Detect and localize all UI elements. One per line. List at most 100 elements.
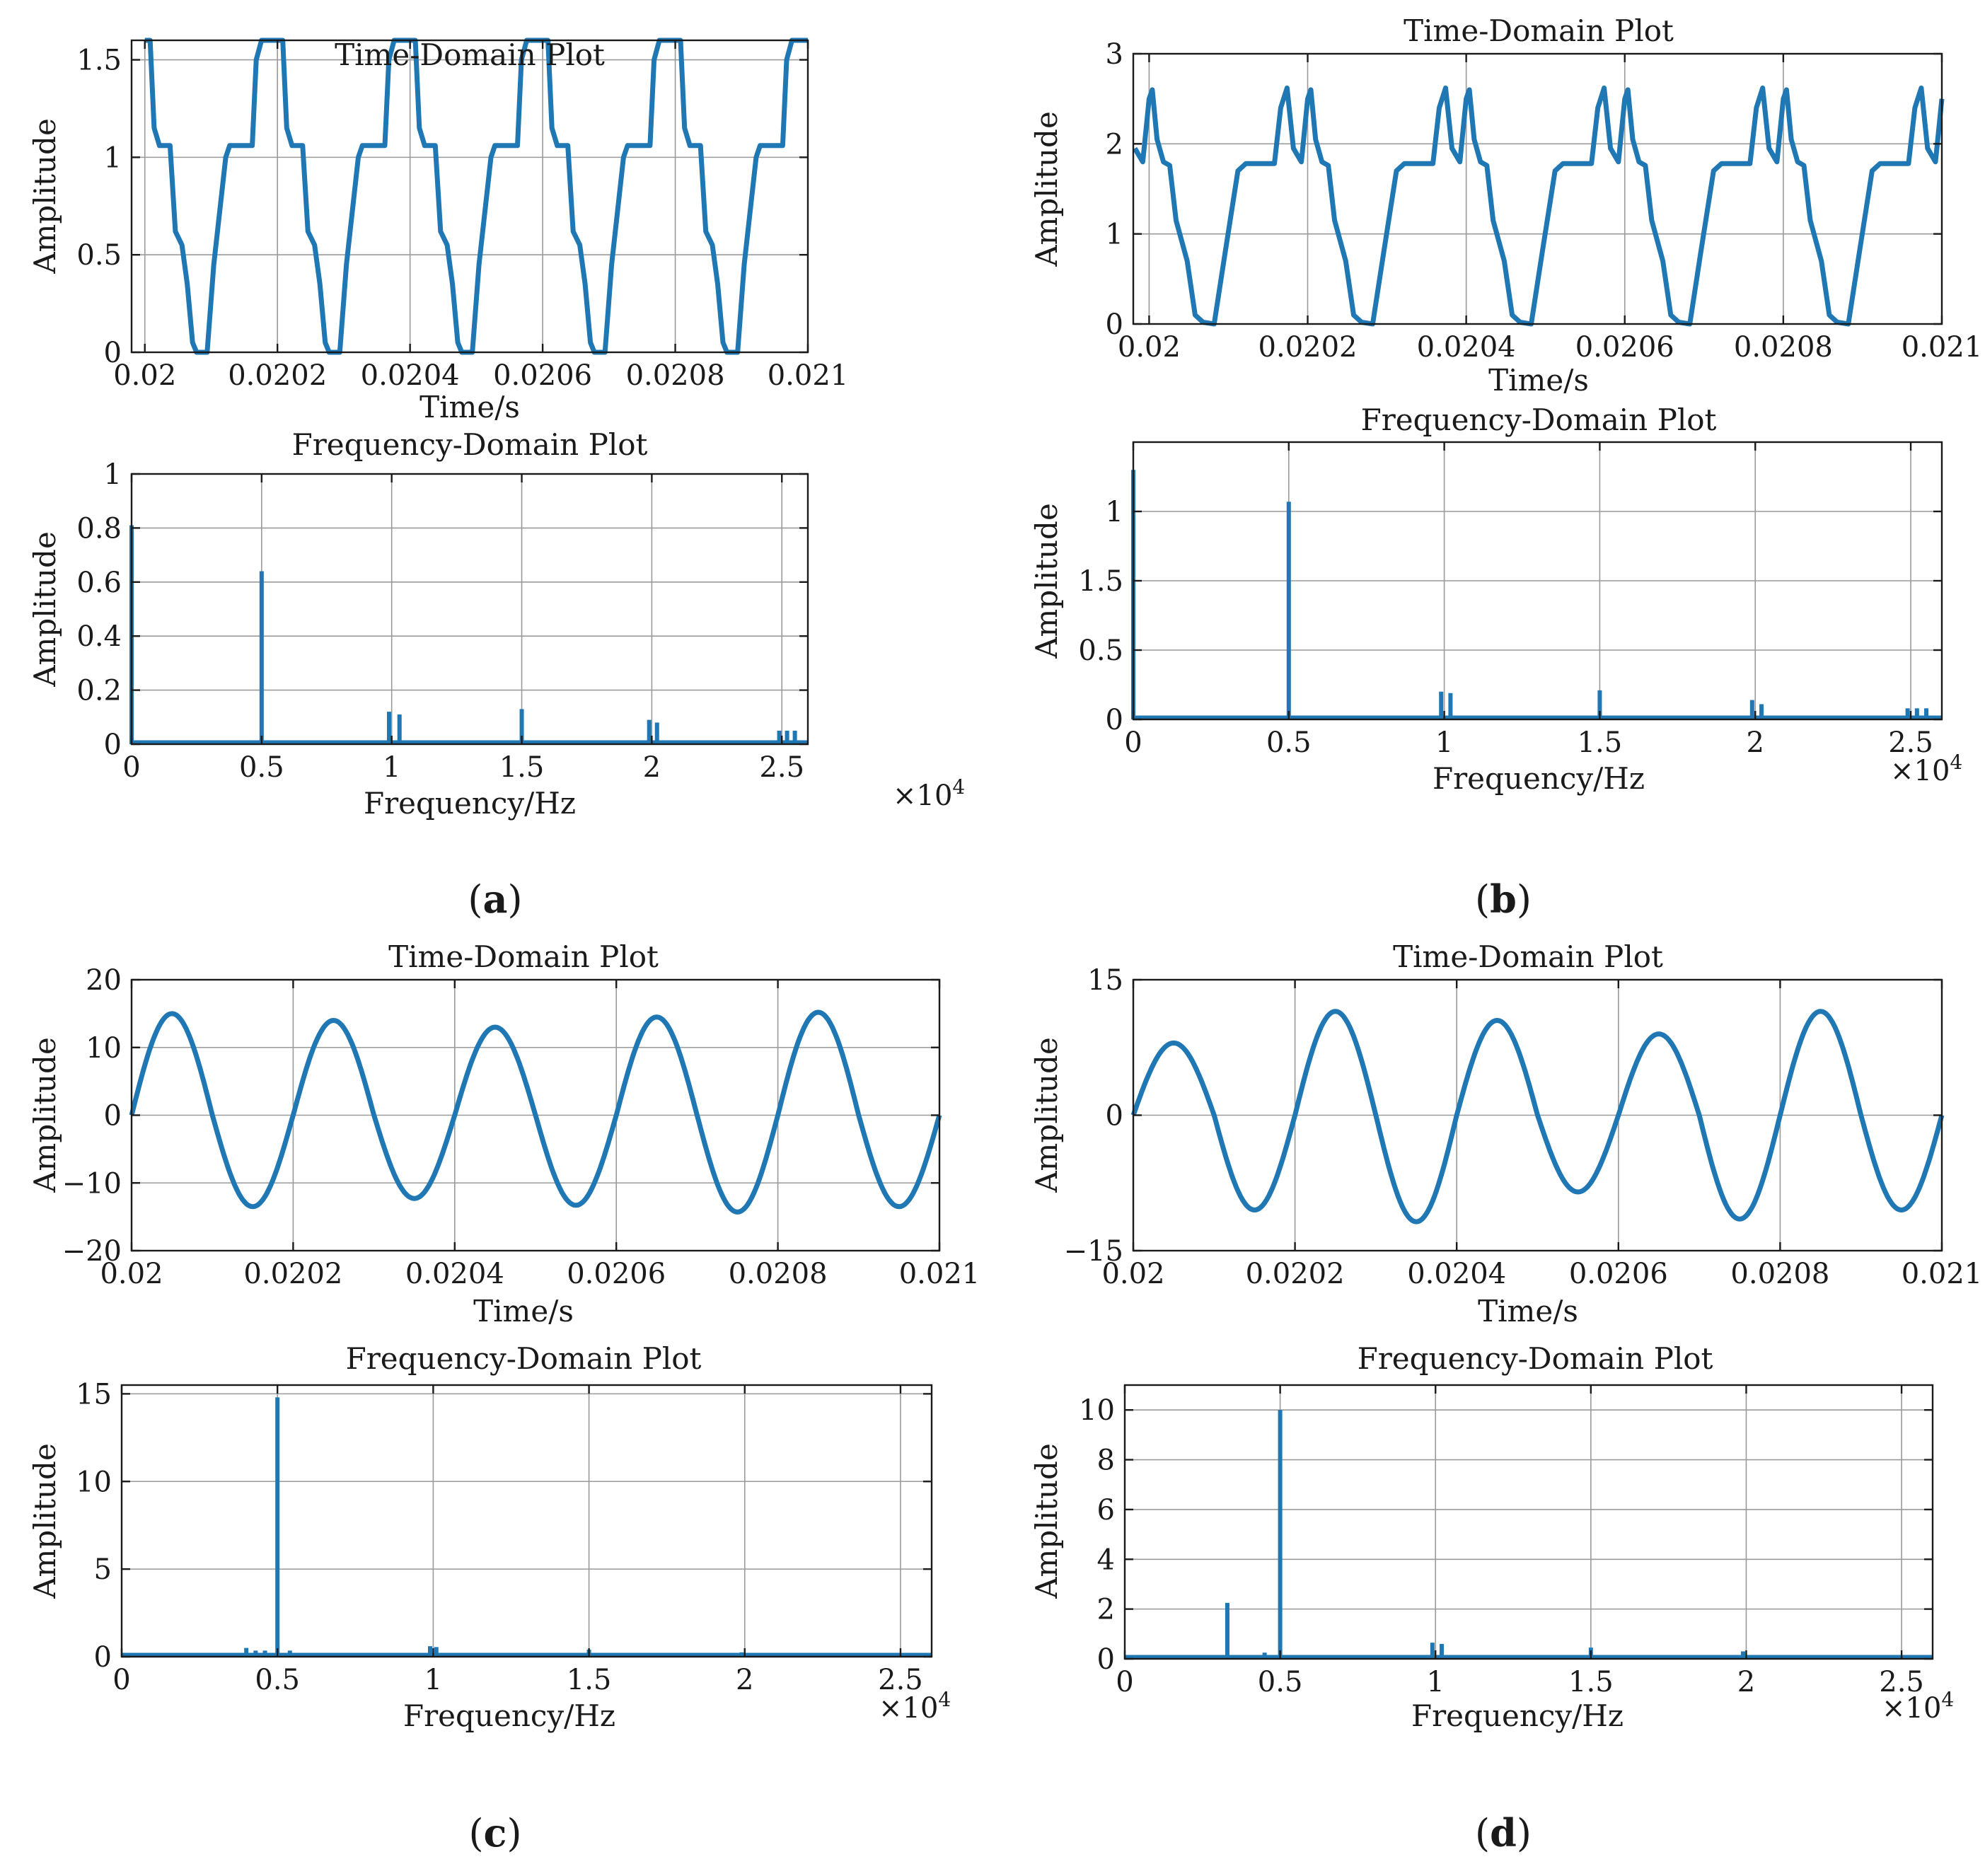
panel-b-time-title: Time-Domain Plot bbox=[1404, 13, 1674, 48]
panel-a-freq-xtick-label: 0.5 bbox=[239, 751, 284, 784]
panel-d-time-xtick-label: 0.0204 bbox=[1407, 1258, 1506, 1290]
panel-c-freq-ytick-label: 15 bbox=[76, 1378, 112, 1411]
panel-b-caption-letter: b bbox=[1490, 876, 1517, 922]
panel-b-freq-ytick-label: 0 bbox=[1106, 704, 1123, 736]
panel-a-multiplier-exp: 4 bbox=[952, 775, 965, 799]
panel-c-freq-xtick-label: 2.5 bbox=[878, 1664, 923, 1696]
panel-a-time-xtick-label: 0.0208 bbox=[626, 359, 725, 392]
panel-c-time-ytick-label: 0 bbox=[104, 1100, 122, 1133]
panel-d-time-series-line bbox=[1130, 1009, 1945, 1224]
panel-b-freq: 0 0.5 1 1.5 2 2.5 0 0.5 1.5 1 bbox=[1078, 441, 1943, 759]
panel-a-freq-multiplier: ×104 bbox=[893, 775, 965, 812]
panel-d-freq-ytick-label: 6 bbox=[1097, 1494, 1115, 1527]
panel-c-caption-letter: c bbox=[484, 1810, 507, 1855]
panel-a-time-series-line bbox=[144, 37, 808, 355]
panel-b-time-xtick-label: 0.021 bbox=[1902, 331, 1983, 364]
panel-c-time-xtick-label: 0.0208 bbox=[729, 1258, 828, 1290]
panel-d-time-xtick-label: 0.02 bbox=[1101, 1258, 1164, 1290]
panel-d-freq-ytick-label: 2 bbox=[1097, 1594, 1115, 1626]
panel-a-time-ytick-label: 1 bbox=[104, 141, 122, 174]
panel-b-multiplier-exp: 4 bbox=[1950, 751, 1962, 774]
panel-c-freq-xlabel: Frequency/Hz bbox=[403, 1698, 615, 1733]
panel-d-freq-multiplier: ×104 bbox=[1882, 1688, 1954, 1725]
panel-d-freq-xtick-label: 1 bbox=[1427, 1666, 1445, 1698]
panel-a-freq-xtick-label: 1 bbox=[383, 751, 400, 784]
panel-a-freq-frame bbox=[130, 473, 809, 746]
panel-b-time: 0.02 0.0202 0.0204 0.0206 0.0208 0.021 0 1 2 3 bbox=[1106, 38, 1983, 364]
panel-a-freq-xtick-label: 0 bbox=[122, 751, 140, 784]
panel-b-caption: (b) bbox=[1475, 876, 1532, 922]
panel-c-time-ytick-label: 20 bbox=[86, 964, 122, 997]
panel-a-freq-ytick-label: 1 bbox=[104, 458, 122, 491]
panel-a-time-ylabel: Amplitude bbox=[28, 118, 62, 274]
panel-d-time-xlabel: Time/s bbox=[1478, 1294, 1578, 1328]
panel-b: 0.02 0.0202 0.0204 0.0206 0.0208 0.021 0 1 2 3 Ti… bbox=[1029, 13, 1982, 922]
panel-b-time-xtick-label: 0.0206 bbox=[1575, 331, 1674, 364]
panel-c-freq-frame bbox=[120, 1384, 933, 1658]
panel-b-freq-ytick-label: 0.5 bbox=[1078, 635, 1123, 667]
panel-b-time-xtick-label: 0.02 bbox=[1118, 331, 1181, 364]
panel-b-time-xtick-label: 0.0204 bbox=[1417, 331, 1516, 364]
panel-d-time-ytick-label: 15 bbox=[1087, 964, 1123, 997]
panel-a-time-xlabel: Time/s bbox=[419, 390, 520, 424]
panel-c-freq-ylabel: Amplitude bbox=[28, 1443, 62, 1599]
panel-d-caption-letter: d bbox=[1490, 1810, 1517, 1855]
panel-c-freq-ytick-label: 5 bbox=[94, 1553, 112, 1586]
panel-a-freq-ytick-label: 0 bbox=[104, 729, 122, 761]
panel-c-freq-ytick-label: 10 bbox=[76, 1466, 112, 1498]
panel-d-freq-ytick-label: 4 bbox=[1097, 1544, 1115, 1576]
panel-c-time-ytick-label: −20 bbox=[62, 1235, 122, 1268]
panel-a-freq-ylabel: Amplitude bbox=[28, 531, 62, 688]
panel-d-freq-xtick-label: 2 bbox=[1737, 1666, 1755, 1698]
panel-b-time-ytick-label: 3 bbox=[1106, 38, 1123, 71]
panel-c-time-xtick-label: 0.02 bbox=[100, 1258, 163, 1290]
panel-b-freq-xtick-label: 0 bbox=[1124, 726, 1142, 759]
panel-a-time-xtick-label: 0.0202 bbox=[228, 359, 327, 392]
panel-c-time-xtick-label: 0.0204 bbox=[405, 1258, 504, 1290]
panel-b-freq-xtick-label: 2 bbox=[1747, 726, 1764, 759]
panel-c-time-title: Time-Domain Plot bbox=[388, 939, 659, 974]
panel-c-time: 0.02 0.0202 0.0204 0.0206 0.0208 0.021 −20 −10 0… bbox=[62, 964, 980, 1290]
panel-a-time-title: Time-Domain Plot bbox=[335, 37, 605, 72]
panel-b-freq-xtick-label: 1 bbox=[1435, 726, 1453, 759]
panel-c-freq: 0 0.5 1 1.5 2 2.5 0 5 10 15 bbox=[76, 1378, 933, 1696]
panel-d-freq-xtick-label: 1.5 bbox=[1568, 1666, 1614, 1698]
panel-b-time-frame bbox=[1132, 52, 1943, 325]
panel-b-freq-ytick-label: 1 bbox=[1106, 496, 1123, 528]
panel-a-time-xtick-label: 0.02 bbox=[113, 359, 176, 392]
panel-d-freq-xlabel: Frequency/Hz bbox=[1411, 1698, 1624, 1733]
panel-a-freq-ytick-label: 0.2 bbox=[76, 675, 122, 707]
panel-c-multiplier-base: ×10 bbox=[879, 1692, 938, 1725]
panel-d-freq: 0 0.5 1 1.5 2 2.5 0 2 4 6 8 10 bbox=[1079, 1384, 1934, 1698]
panel-d-time-xtick-label: 0.0208 bbox=[1730, 1258, 1829, 1290]
panel-b-freq-xtick-label: 1.5 bbox=[1578, 726, 1623, 759]
panel-a-caption: (a) bbox=[468, 876, 522, 922]
panel-b-freq-xtick-label: 0.5 bbox=[1266, 726, 1312, 759]
panel-a-freq-xtick-label: 2 bbox=[643, 751, 661, 784]
panel-a-caption-letter: a bbox=[483, 876, 508, 922]
panel-a-freq-xtick-label: 1.5 bbox=[499, 751, 545, 784]
panel-a-freq-ytick-label: 0.4 bbox=[76, 620, 122, 653]
panel-d-freq-xtick-label: 2.5 bbox=[1879, 1666, 1924, 1698]
panel-b-freq-multiplier: ×104 bbox=[1890, 751, 1962, 787]
panel-a-time: 0.02 0.0202 0.0204 0.0206 0.0208 0.021 0 0.5 1 1.… bbox=[76, 37, 848, 392]
panel-c: 0.02 0.0202 0.0204 0.0206 0.0208 0.021 −20 −10 0… bbox=[28, 939, 980, 1855]
panel-d-time-xtick-label: 0.0206 bbox=[1569, 1258, 1668, 1290]
panel-b-time-ytick-label: 0 bbox=[1106, 308, 1123, 341]
panel-b-time-ytick-label: 1 bbox=[1106, 219, 1123, 251]
panel-c-time-xtick-label: 0.0206 bbox=[567, 1258, 666, 1290]
panel-b-time-series-line bbox=[1133, 85, 1945, 327]
panel-c-freq-xtick-label: 2 bbox=[736, 1664, 753, 1696]
panel-d-time: 0.02 0.0202 0.0204 0.0206 0.0208 0.021 −15 0 15 bbox=[1064, 964, 1983, 1290]
panel-c-time-xtick-label: 0.021 bbox=[899, 1258, 980, 1290]
panel-b-freq-ytick-label: 1.5 bbox=[1078, 565, 1123, 598]
panel-a-time-xtick-label: 0.0204 bbox=[361, 359, 460, 392]
panel-d-time-ylabel: Amplitude bbox=[1029, 1037, 1064, 1193]
panel-a-freq-ytick-label: 0.6 bbox=[76, 567, 122, 599]
panel-a-freq-title: Frequency-Domain Plot bbox=[292, 427, 648, 462]
panel-b-time-xtick-label: 0.0208 bbox=[1734, 331, 1833, 364]
panel-c-freq-xtick-label: 1 bbox=[424, 1664, 442, 1696]
panel-a-time-ytick-label: 0.5 bbox=[76, 239, 122, 272]
panel-d-time-xtick-label: 0.0202 bbox=[1246, 1258, 1345, 1290]
panel-d-freq-xtick-label: 0.5 bbox=[1258, 1666, 1303, 1698]
